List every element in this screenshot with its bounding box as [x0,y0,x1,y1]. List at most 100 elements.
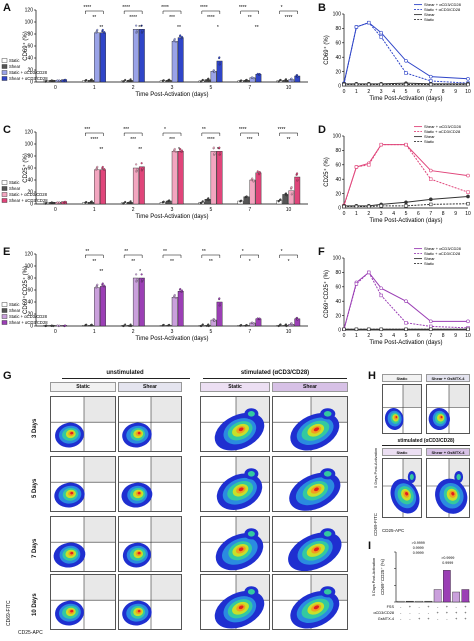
series-point-F [466,319,470,324]
sig-stars-A: **** [129,15,137,21]
legend-swatch-C [1,198,8,203]
y-tick-label-C: 100 [25,142,34,148]
y-tick-label-F: 0 [338,328,341,334]
data-point-E [168,323,171,326]
bar-C [171,151,178,205]
flow-plot-g [200,574,270,630]
panel-letter-a: A [3,2,11,14]
data-point-E [296,318,299,321]
data-point-A [128,79,131,82]
density-contour [247,589,255,595]
series-point-F [367,270,371,275]
sig-bracket-C [201,132,221,136]
y-tick-label-D: 100 [333,134,342,140]
data-point-A [136,29,139,32]
sig-bracket-A [85,10,104,14]
sig-stars-C: *** [84,127,90,133]
x-tick-label-C: 2 [132,207,135,213]
bar-E [171,297,178,327]
data-point-C [179,148,182,151]
density-contour [409,474,414,480]
design-sign-i: + [464,616,467,621]
bar-E [132,277,139,327]
x-tick-label-C: 7 [248,207,251,213]
sig-stars-E: * [249,259,251,265]
data-point-C [168,199,171,202]
density-contour [395,415,398,419]
y-tick-label-F: 60 [335,285,341,291]
x-tick-label-F: 8 [442,333,445,339]
legend-label-A: Shear + αCD3/CD28 [9,76,48,81]
quadrant-shade [403,385,421,408]
bar-chart-gsmtx: CD69⁺CD25⁺ (%) 5 Days Post-Activation >0.9… [372,541,470,621]
bar-C [255,172,262,205]
series-point-D [429,202,433,207]
y-tick-label-B: 60 [335,41,341,47]
data-point-E [56,324,59,327]
h-yaxis-label: CD69-FITC [373,512,378,536]
series-point-F [354,282,359,286]
series-point-B [429,74,433,79]
sig-stars-E: ** [209,259,213,265]
p-value-i: >0.9999 [412,541,425,545]
y-tick-label-F: 100 [333,256,342,262]
design-sign-i: - [400,616,402,621]
data-point-C [207,198,210,201]
series-point-B [379,30,384,35]
data-point-A [296,75,299,78]
sig-bracket-E [201,254,221,258]
data-point-E [90,323,93,326]
quadrant-shade [151,517,181,543]
series-point-F [379,293,383,298]
stimulated-header: stimulated (αCD3/CD28) [240,370,310,376]
legend-label-F: Shear + αCD3/CD28 [424,246,462,251]
y-tick-label-B: 80 [335,26,341,32]
col-header-shear-unstim: Shear [118,382,182,392]
sig-stars-C: ** [202,127,206,133]
data-point-C [245,195,248,198]
density-contour [313,487,319,492]
data-point-E [130,324,133,327]
series-point-D [367,163,371,167]
sig-stars-A: **** [207,15,215,21]
quadrant-shade [84,575,115,601]
data-point-E [162,323,165,326]
flow-plot-g [118,396,182,452]
y-tick-label-A: 20 [27,68,33,74]
legend-swatch-E [1,302,8,307]
data-point-C [290,186,293,189]
density-contour [70,609,74,613]
data-point-C [201,200,204,203]
x-tick-label-E: 2 [132,329,135,335]
legend-swatch-A [1,58,8,63]
bar-i [433,589,442,603]
data-point-C [219,152,222,155]
data-point-C [291,192,294,195]
legend-swatch-A [1,64,8,69]
data-point-A [85,79,88,82]
design-sign-i: + [446,604,449,609]
legend-label-D: Static + αCD3/CD28 [424,129,461,134]
x-tick-label-F: 9 [454,333,457,339]
data-point-C [64,200,67,203]
data-point-E [251,321,254,324]
x-axis-label-B: Time Post-Activation (days) [369,96,442,102]
flow-plot-g [200,516,270,572]
sig-stars-A: **** [122,5,130,11]
data-point-C [175,150,178,153]
data-point-A [285,79,288,82]
x-tick-label-E: 10 [286,329,292,335]
h-header-static-stim: Static [382,448,422,456]
x-tick-label-D: 0 [343,211,346,217]
legend-label-B: Shear [424,12,435,17]
bar-A [132,29,139,83]
series-point-B [367,82,371,87]
data-point-E [181,289,184,292]
h-header-shear-gsmtx-stim: Shear + GsMTX-4 [426,448,470,456]
sig-stars-C: * [178,147,180,153]
data-point-A [240,79,243,82]
data-point-C [277,200,280,203]
series-point-B [404,58,408,63]
data-point-A [200,80,203,83]
data-point-E [136,278,139,281]
